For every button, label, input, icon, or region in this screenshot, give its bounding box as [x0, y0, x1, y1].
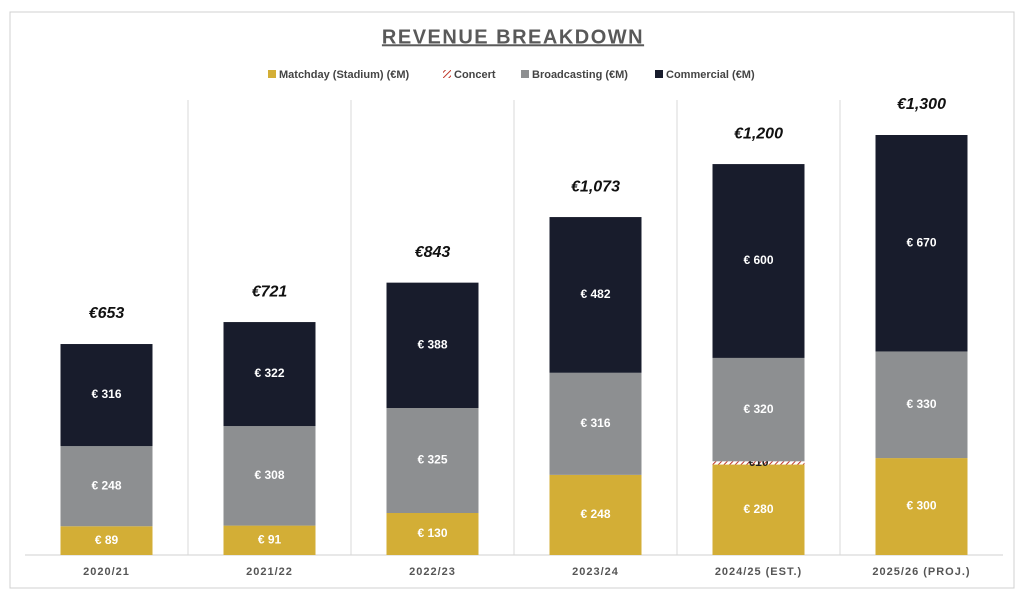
chart-title: REVENUE BREAKDOWN	[382, 26, 644, 48]
legend-swatch	[443, 70, 451, 78]
data-label: € 320	[743, 402, 773, 416]
bar-segment	[223, 322, 316, 427]
data-label: € 130	[417, 526, 447, 540]
total-label: €1,300	[897, 96, 946, 113]
bar-segment	[223, 525, 316, 555]
total-label: €1,073	[571, 178, 620, 195]
legend-label: Commercial (€M)	[666, 69, 755, 81]
data-label: € 248	[91, 478, 121, 492]
bar-segment	[875, 458, 968, 555]
total-label: €1,200	[734, 125, 783, 142]
x-tick-label: 2020/21	[83, 566, 130, 578]
legend-swatch	[521, 70, 529, 78]
total-label: €843	[415, 244, 451, 261]
bar-segment	[386, 408, 479, 513]
bar-segment	[386, 282, 479, 408]
legend-swatch	[655, 70, 663, 78]
data-label: € 600	[743, 253, 773, 267]
data-label: € 330	[906, 397, 936, 411]
data-label: € 280	[743, 502, 773, 516]
bar-segment	[549, 474, 642, 555]
x-tick-label: 2025/26 (PROJ.)	[872, 566, 970, 578]
data-label: € 325	[417, 453, 447, 467]
bar-segment	[712, 461, 805, 465]
bar-segment	[712, 164, 805, 358]
bar-segment	[549, 217, 642, 373]
x-tick-label: 2024/25 (EST.)	[715, 566, 802, 578]
x-tick-label: 2022/23	[409, 566, 456, 578]
data-label: € 316	[91, 387, 121, 401]
data-label: € 308	[254, 468, 284, 482]
x-tick-label: 2023/24	[572, 566, 619, 578]
x-tick-label: 2021/22	[246, 566, 293, 578]
data-label: € 89	[95, 533, 119, 547]
legend-label: Broadcasting (€M)	[532, 69, 628, 81]
bar-segment	[875, 351, 968, 459]
data-label: € 316	[580, 416, 610, 430]
bar-segment	[712, 357, 805, 462]
data-label: € 482	[580, 287, 610, 301]
legend-swatch	[268, 70, 276, 78]
data-label: € 248	[580, 507, 610, 521]
bar-segment	[60, 526, 153, 555]
bar-segment	[386, 513, 479, 555]
legend-label: Matchday (Stadium) (€M)	[279, 69, 410, 81]
total-label: €721	[252, 283, 288, 300]
data-label: € 670	[906, 235, 936, 249]
bar-segment	[60, 344, 153, 447]
legend-label: Concert	[454, 69, 496, 81]
data-label: € 388	[417, 337, 447, 351]
bar-segment	[549, 372, 642, 475]
bar-segment	[60, 446, 153, 527]
total-label: €653	[89, 305, 125, 322]
data-label: € 322	[254, 366, 284, 380]
bar-segment	[875, 135, 968, 352]
data-label: € 91	[258, 532, 282, 546]
frame	[9, 11, 1015, 589]
bar-segment	[712, 464, 805, 555]
data-label: € 300	[906, 499, 936, 513]
bar-segment	[223, 426, 316, 526]
